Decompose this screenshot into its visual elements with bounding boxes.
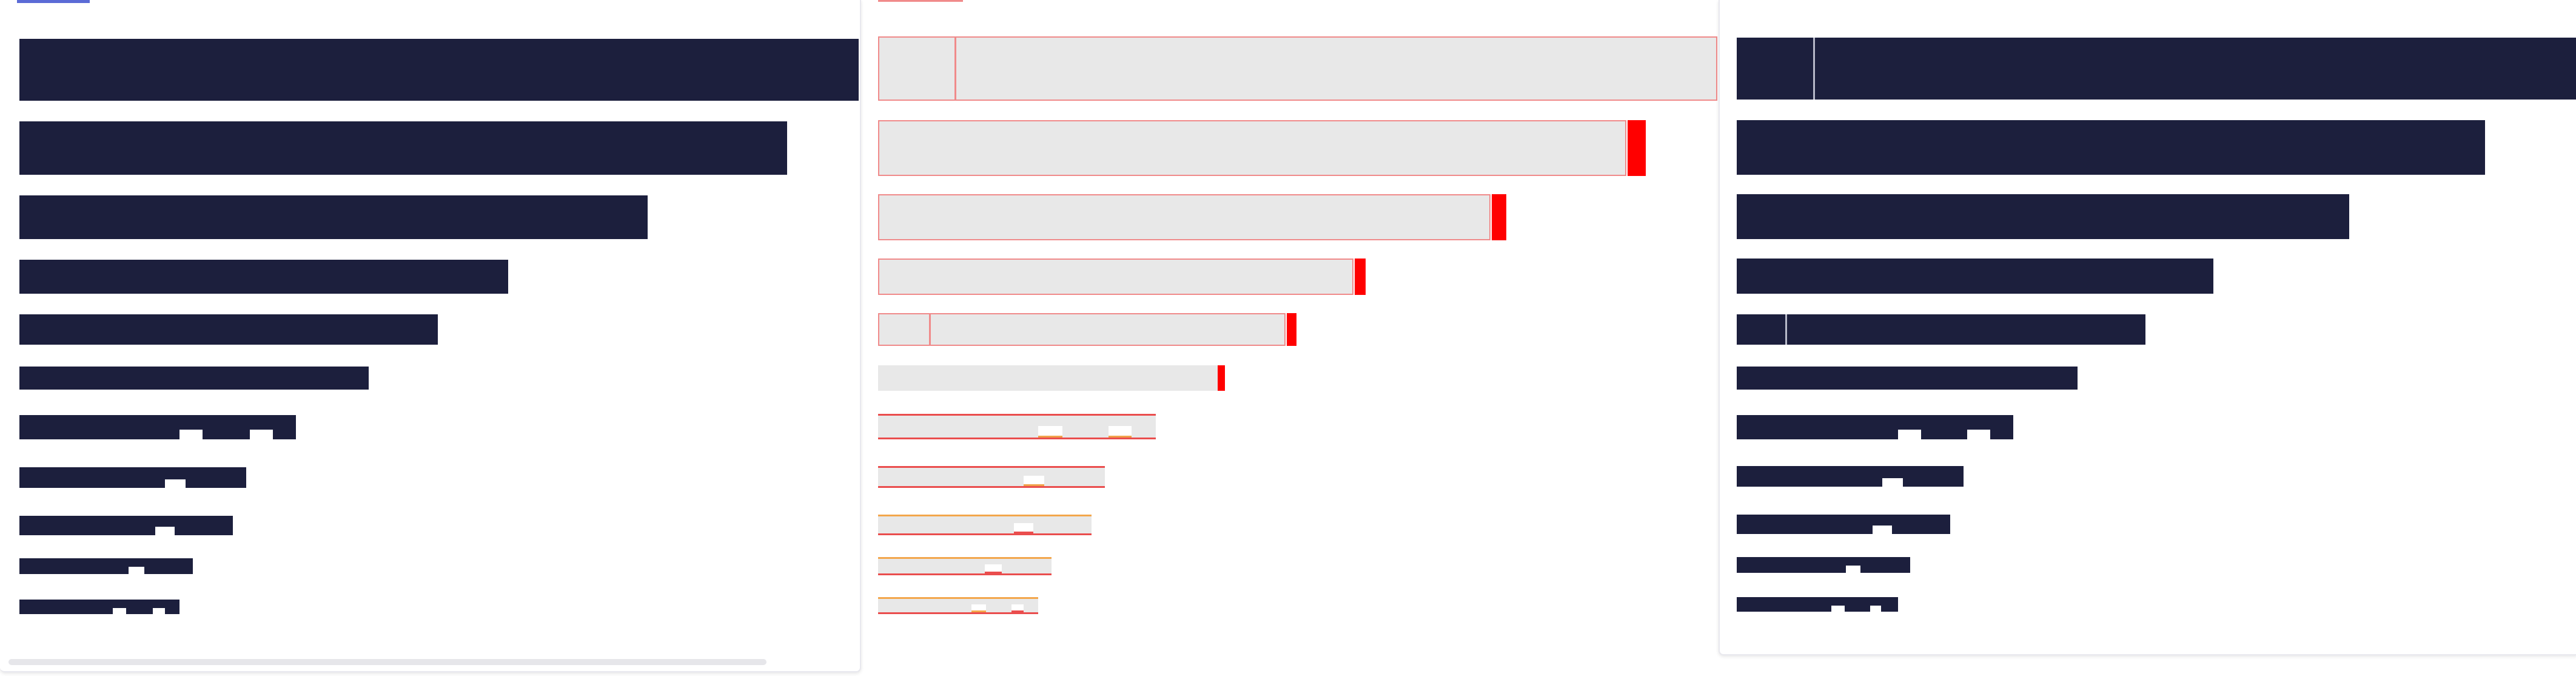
status-marker	[1355, 259, 1366, 295]
notch	[1014, 523, 1033, 533]
list-item[interactable]	[1737, 120, 2485, 175]
notch	[1109, 426, 1132, 438]
list-item[interactable]	[1737, 194, 2349, 239]
tab-indicator[interactable]	[878, 0, 963, 2]
notch	[129, 567, 144, 574]
list-item[interactable]	[1737, 367, 2078, 390]
horizontal-scrollbar[interactable]	[8, 659, 766, 665]
list-item[interactable]	[1737, 259, 2213, 294]
list-item[interactable]	[878, 120, 1646, 176]
notch	[1882, 478, 1903, 487]
list-item[interactable]	[19, 516, 233, 535]
notch	[1870, 606, 1881, 612]
notch	[153, 608, 165, 614]
notch	[1831, 606, 1845, 612]
list-item[interactable]	[19, 600, 179, 614]
list-item[interactable]	[878, 597, 1038, 614]
list-item[interactable]	[19, 467, 246, 488]
list-item[interactable]	[19, 39, 859, 101]
list-item[interactable]	[878, 515, 1092, 535]
list-item[interactable]	[1737, 38, 2576, 100]
list-item[interactable]	[19, 314, 438, 345]
notch	[179, 430, 203, 439]
list-item[interactable]	[1737, 597, 1898, 612]
list-item[interactable]	[19, 415, 296, 439]
list-item[interactable]	[878, 557, 1052, 575]
list-item[interactable]	[878, 194, 1506, 240]
list-item[interactable]	[1737, 515, 1950, 534]
list-item[interactable]	[878, 414, 1156, 439]
list-item[interactable]	[1737, 314, 2145, 345]
notch	[1967, 430, 1990, 439]
notch	[1024, 476, 1044, 486]
list-item[interactable]	[1737, 415, 2013, 439]
list-item[interactable]	[878, 36, 1717, 101]
column-divider	[954, 38, 956, 100]
list-item[interactable]	[19, 260, 508, 294]
middle-panel	[864, 0, 1719, 668]
list-item[interactable]	[19, 558, 193, 574]
notch	[250, 430, 273, 439]
notch	[155, 527, 175, 535]
list-item[interactable]	[19, 195, 648, 239]
notch	[1898, 430, 1921, 439]
column-divider	[929, 314, 931, 345]
column-divider	[1813, 38, 1815, 100]
status-marker	[1287, 313, 1296, 346]
notch	[971, 604, 986, 612]
notch	[113, 608, 126, 614]
status-marker	[1628, 120, 1646, 176]
list-item[interactable]	[19, 367, 369, 390]
list-item[interactable]	[878, 259, 1366, 295]
list-item[interactable]	[878, 466, 1105, 488]
list-item[interactable]	[1737, 557, 1910, 573]
notch	[985, 564, 1002, 573]
notch	[1846, 566, 1860, 573]
list-item[interactable]	[19, 121, 787, 175]
list-item[interactable]	[878, 313, 1296, 346]
notch	[165, 479, 186, 488]
list-item[interactable]	[878, 365, 1225, 391]
status-marker	[1218, 365, 1225, 391]
tab-indicator[interactable]	[17, 0, 90, 3]
right-panel	[1719, 0, 2576, 655]
notch	[1873, 526, 1892, 534]
status-marker	[1492, 194, 1506, 240]
list-item[interactable]	[1737, 466, 1964, 487]
notch	[1011, 604, 1024, 612]
notch	[1038, 426, 1062, 438]
column-divider	[1785, 314, 1787, 345]
left-panel	[0, 0, 861, 672]
